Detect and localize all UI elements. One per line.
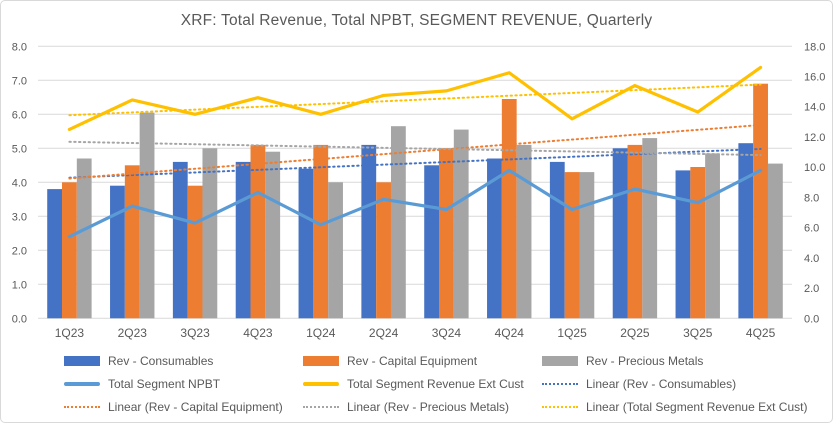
y-axis-left-tick: 1.0 bbox=[12, 279, 27, 291]
y-axis-right-tick: 12.0 bbox=[804, 132, 825, 144]
bar bbox=[516, 144, 532, 319]
bar bbox=[612, 148, 628, 319]
bar bbox=[172, 161, 188, 319]
bar bbox=[187, 185, 203, 319]
y-axis-right-tick: 8.0 bbox=[804, 192, 819, 204]
y-axis-right-tick: 4.0 bbox=[804, 253, 819, 265]
x-axis-tick: 2Q25 bbox=[620, 326, 650, 340]
bar bbox=[705, 153, 720, 319]
x-axis-tick: 3Q23 bbox=[180, 326, 210, 340]
bar bbox=[390, 126, 406, 319]
y-axis-left-tick: 7.0 bbox=[12, 75, 27, 87]
bar bbox=[47, 189, 63, 319]
y-axis-left-tick: 2.0 bbox=[12, 245, 27, 257]
y-axis-right-tick: 16.0 bbox=[804, 72, 825, 84]
bar bbox=[549, 161, 565, 319]
y-axis-left-tick: 8.0 bbox=[12, 41, 27, 53]
bar bbox=[361, 144, 377, 319]
y-axis-right-tick: 6.0 bbox=[804, 223, 819, 235]
bar bbox=[501, 99, 517, 319]
x-axis-tick: 3Q25 bbox=[683, 326, 713, 340]
y-axis-right-tick: 0.0 bbox=[804, 313, 819, 325]
bar bbox=[250, 144, 266, 319]
bar bbox=[675, 170, 691, 319]
bar bbox=[627, 144, 643, 319]
y-axis-right-tick: 18.0 bbox=[804, 41, 825, 53]
bar bbox=[767, 163, 783, 319]
x-axis-tick: 4Q24 bbox=[495, 326, 525, 340]
bar bbox=[235, 161, 251, 319]
x-axis-tick: 4Q23 bbox=[243, 326, 273, 340]
x-axis-tick: 2Q24 bbox=[369, 326, 399, 340]
x-axis-tick: 4Q25 bbox=[746, 326, 776, 340]
bar bbox=[313, 144, 329, 319]
bar bbox=[265, 151, 281, 319]
bar bbox=[376, 182, 391, 319]
y-axis-right-tick: 2.0 bbox=[804, 283, 819, 295]
bar-series bbox=[62, 83, 768, 319]
y-axis-right-tick: 14.0 bbox=[804, 102, 825, 114]
y-axis-left-tick: 0.0 bbox=[12, 313, 27, 325]
bar bbox=[579, 172, 595, 319]
bar bbox=[110, 185, 125, 319]
bar bbox=[738, 143, 754, 319]
bar bbox=[642, 138, 658, 319]
y-axis-left-tick: 3.0 bbox=[12, 211, 27, 223]
y-axis-left-tick: 6.0 bbox=[12, 109, 27, 121]
revenue-line bbox=[67, 65, 763, 132]
x-axis-tick: 1Q23 bbox=[55, 326, 85, 340]
bar bbox=[139, 112, 155, 319]
bar bbox=[424, 165, 440, 319]
bar bbox=[298, 168, 314, 319]
y-axis-left-tick: 4.0 bbox=[12, 177, 27, 189]
y-axis-left-tick: 5.0 bbox=[12, 143, 27, 155]
x-axis-tick: 1Q25 bbox=[557, 326, 587, 340]
bar bbox=[124, 165, 140, 319]
bar bbox=[690, 167, 706, 319]
bar bbox=[439, 148, 454, 319]
trendline bbox=[68, 140, 762, 157]
x-axis-tick: 3Q24 bbox=[432, 326, 462, 340]
bar-series bbox=[47, 143, 754, 319]
bar bbox=[564, 172, 580, 319]
trendline bbox=[68, 123, 762, 180]
bar-series bbox=[76, 112, 783, 319]
line-series bbox=[67, 65, 763, 239]
npbt-line bbox=[67, 168, 763, 239]
y-axis-right-tick: 10.0 bbox=[804, 162, 825, 174]
bar bbox=[76, 158, 92, 319]
bar bbox=[753, 83, 768, 319]
x-axis-tick: 2Q23 bbox=[118, 326, 148, 340]
x-axis-tick: 1Q24 bbox=[306, 326, 336, 340]
bar bbox=[62, 182, 77, 319]
bar bbox=[328, 182, 343, 319]
bar bbox=[453, 129, 469, 319]
axis-labels: 0.0 1.0 2.0 3.0 4.0 5.0 6.0 7.0 8.0 0.0 2.0 4.0 6.0 8… bbox=[12, 41, 826, 340]
bar bbox=[487, 158, 502, 319]
chart-title: XRF: Total Revenue, Total NPBT, SEGMENT … bbox=[180, 12, 653, 29]
bar bbox=[202, 148, 218, 319]
